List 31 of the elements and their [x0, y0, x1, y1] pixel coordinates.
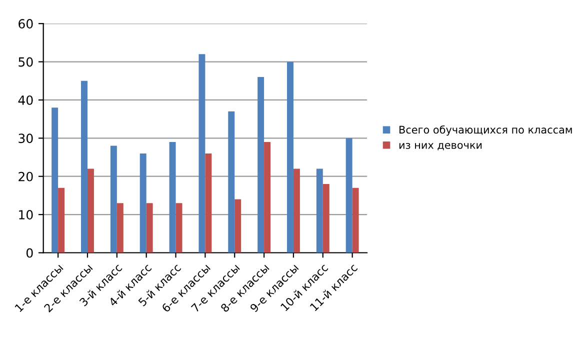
bar [52, 108, 58, 253]
bar [140, 153, 146, 253]
bar [286, 62, 294, 253]
y-tick-label: 60 [18, 19, 33, 29]
bar [316, 168, 323, 253]
y-tick-label: 10 [19, 210, 33, 220]
legend-label: из них девочки [399, 142, 482, 150]
bar [116, 203, 124, 253]
bar [322, 184, 330, 253]
y-tick-label: 0 [26, 248, 33, 258]
y-tick-label: 50 [18, 57, 33, 67]
bar [58, 188, 65, 253]
bar [258, 77, 264, 253]
bar [110, 146, 117, 253]
bar [146, 203, 153, 253]
y-tick-label: 40 [18, 95, 33, 105]
bar [169, 142, 176, 253]
bar [352, 188, 359, 253]
bar [81, 80, 88, 253]
bar [293, 168, 300, 253]
bar [346, 138, 352, 253]
bar [228, 111, 235, 253]
y-tick-label: 20 [18, 172, 33, 182]
bar [176, 203, 182, 253]
bar [264, 142, 271, 253]
y-tick-label: 30 [18, 134, 33, 144]
bar [198, 54, 206, 253]
bar [205, 153, 212, 253]
legend-label: Всего обучающихся по классам [400, 125, 572, 136]
bar [234, 199, 242, 253]
bar [87, 168, 94, 253]
